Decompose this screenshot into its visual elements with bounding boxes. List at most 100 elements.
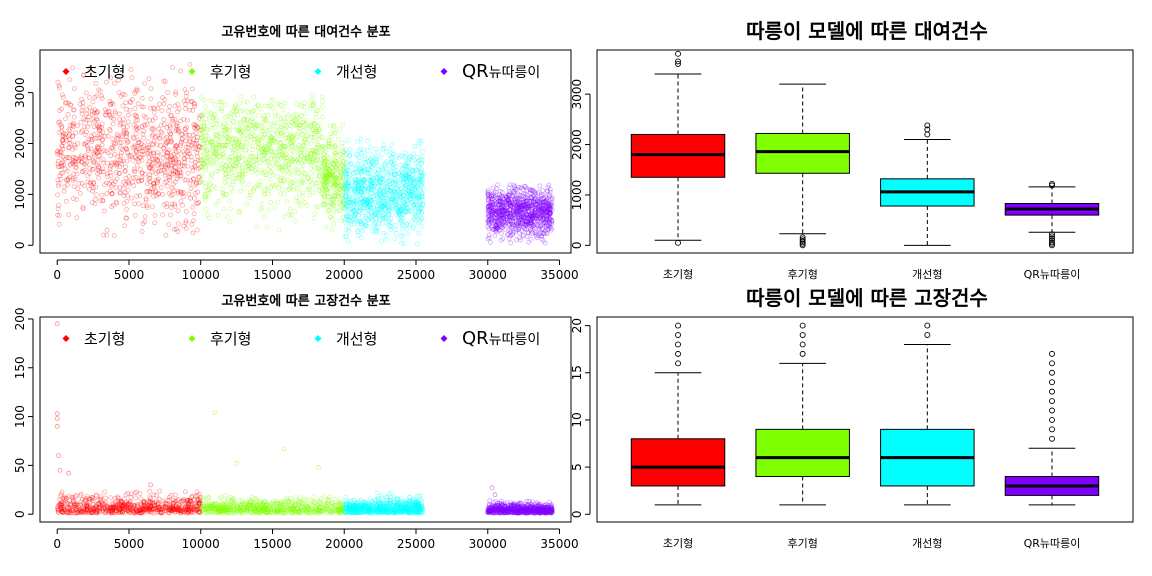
data-point <box>134 193 140 199</box>
data-point <box>415 143 421 149</box>
data-point <box>178 189 184 195</box>
data-point <box>91 132 97 137</box>
data-point <box>331 221 337 227</box>
data-point <box>242 186 248 191</box>
data-point <box>93 136 99 141</box>
data-point <box>59 160 65 166</box>
data-point <box>340 122 346 128</box>
data-point <box>133 118 139 123</box>
data-point <box>133 154 139 160</box>
data-point <box>86 136 92 142</box>
data-point <box>81 72 87 78</box>
data-point <box>314 115 320 121</box>
data-point <box>60 92 65 98</box>
data-point <box>95 167 101 173</box>
data-point <box>190 204 196 210</box>
data-point <box>174 169 180 175</box>
data-point <box>276 227 282 233</box>
data-point <box>128 153 134 158</box>
data-point <box>144 203 150 209</box>
data-point <box>111 116 117 122</box>
data-point <box>133 124 139 130</box>
legend-marker <box>62 68 70 75</box>
data-point <box>132 155 138 161</box>
data-point <box>152 115 158 121</box>
data-point <box>488 240 493 245</box>
data-point <box>124 158 130 164</box>
data-point <box>79 169 85 175</box>
data-point <box>54 416 60 421</box>
data-point <box>151 110 157 115</box>
data-point <box>105 133 111 139</box>
data-point <box>183 218 189 224</box>
data-point <box>146 165 152 170</box>
data-point <box>173 157 179 163</box>
data-point <box>182 151 187 157</box>
data-point <box>194 180 200 186</box>
data-point <box>125 112 131 118</box>
data-point <box>255 170 260 176</box>
data-point <box>151 184 157 189</box>
data-point <box>124 206 129 212</box>
data-point <box>109 145 114 151</box>
data-point <box>154 193 159 199</box>
data-point <box>96 154 101 159</box>
data-point <box>179 136 185 142</box>
data-point <box>85 124 90 130</box>
data-point <box>278 191 283 197</box>
data-point <box>99 96 105 101</box>
data-point <box>83 161 88 167</box>
data-point <box>186 191 192 197</box>
data-point <box>142 81 147 87</box>
data-point <box>187 61 193 67</box>
data-point <box>202 109 208 115</box>
data-point <box>88 137 94 143</box>
data-point <box>141 135 146 141</box>
data-point <box>149 166 155 172</box>
data-point <box>136 139 142 145</box>
data-point <box>284 199 290 205</box>
data-point <box>119 161 125 167</box>
data-point <box>151 492 157 498</box>
data-point <box>195 166 201 172</box>
data-point <box>309 171 315 177</box>
data-point <box>176 148 181 154</box>
data-point <box>203 104 209 110</box>
data-point <box>56 221 62 227</box>
data-point <box>155 176 161 182</box>
data-point <box>230 181 236 187</box>
data-point <box>116 171 122 176</box>
data-point <box>143 197 149 203</box>
data-point <box>93 184 99 190</box>
data-point <box>95 162 100 168</box>
data-point <box>65 176 71 181</box>
data-point <box>373 146 379 152</box>
data-point <box>150 141 156 147</box>
data-point <box>130 179 135 185</box>
data-point <box>83 153 88 158</box>
data-point <box>83 90 89 96</box>
data-point <box>67 77 73 83</box>
data-point <box>526 239 532 245</box>
data-point <box>99 121 105 127</box>
data-point <box>132 144 137 150</box>
legend-label: 초기형 <box>84 63 125 81</box>
data-point <box>62 156 68 162</box>
data-point <box>68 141 74 147</box>
data-point <box>104 171 110 177</box>
data-point <box>169 162 175 168</box>
data-point <box>540 187 546 193</box>
data-point <box>191 176 196 182</box>
data-point <box>84 129 89 135</box>
data-point <box>138 496 144 502</box>
data-point <box>98 168 104 174</box>
data-point <box>71 107 77 113</box>
data-point <box>319 99 325 105</box>
data-point <box>161 202 167 208</box>
data-point <box>146 159 152 165</box>
data-point <box>135 137 141 143</box>
data-point <box>124 147 130 152</box>
data-point <box>115 136 121 142</box>
data-point <box>387 146 393 152</box>
data-point <box>147 488 152 494</box>
